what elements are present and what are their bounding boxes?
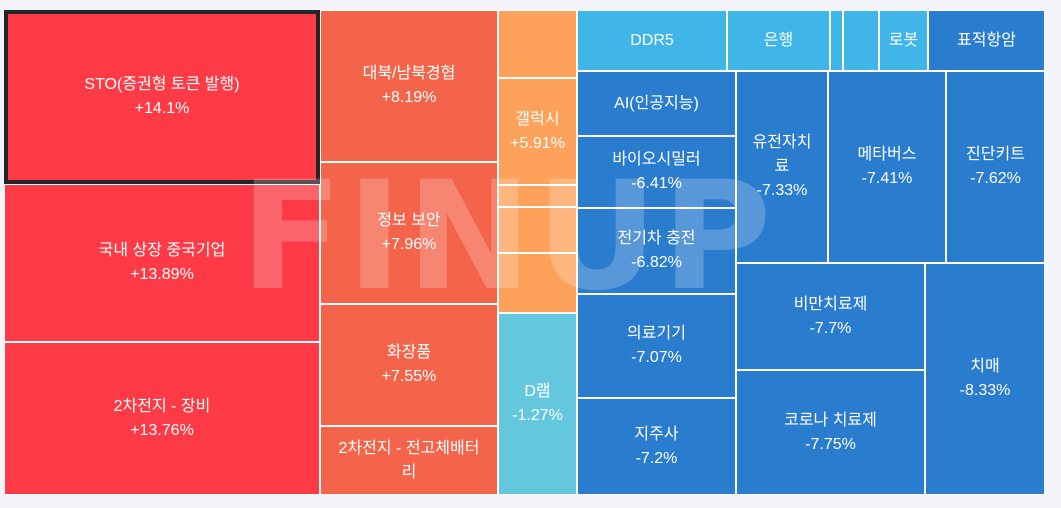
treemap-tile[interactable]: 치매 -8.33% (925, 263, 1045, 495)
tile-change: +5.91% (510, 134, 565, 152)
tile-change: -7.7% (809, 319, 852, 337)
tile-change: -7.75% (805, 435, 856, 453)
treemap-tile[interactable]: 로봇 (879, 10, 928, 71)
treemap-tile[interactable]: 전기차 충전 -6.82% (577, 208, 736, 294)
tile-name: 진단키트 (966, 146, 1025, 163)
tile-name: 갤럭시 (515, 110, 560, 128)
treemap-tile[interactable]: 2차전지 - 장비 +13.76% (4, 342, 320, 495)
tile-change: -6.82% (631, 254, 682, 271)
tile-name: 화장품 (386, 344, 432, 361)
tile-name: 은행 (763, 31, 794, 49)
tile-name: 전기차 충전 (617, 230, 696, 247)
treemap-tile[interactable]: 표적항암 (928, 10, 1045, 71)
tile-change: -7.07% (631, 349, 682, 366)
treemap-tile[interactable]: 메타버스 -7.41% (828, 71, 946, 263)
treemap-tile[interactable]: DDR5 (577, 10, 727, 71)
tile-change: +7.96% (381, 236, 437, 253)
tile-name: 의료기기 (627, 325, 686, 342)
tile-change: -7.62% (970, 170, 1021, 187)
tile-change: -7.33% (756, 182, 808, 199)
tile-change: -8.33% (959, 382, 1011, 399)
tile-name: 로봇 (888, 31, 919, 49)
tile-change: +7.55% (381, 368, 437, 385)
tile-change: -6.41% (631, 175, 682, 192)
tile-name: DDR5 (630, 31, 674, 49)
treemap-tile[interactable]: 비만치료제 -7.7% (736, 263, 925, 370)
tile-name: 2차전지 - 장비 (113, 397, 211, 415)
treemap-tile[interactable]: 정보 보안 +7.96% (320, 162, 498, 304)
treemap-tile[interactable] (498, 253, 577, 313)
tile-name: 정보 보안 (377, 212, 441, 229)
tile-name: 유전자치료 (752, 134, 812, 175)
treemap-tile[interactable]: 코로나 치료제 -7.75% (736, 370, 925, 495)
treemap-tile[interactable] (830, 10, 843, 71)
tile-change: +14.1% (134, 100, 190, 117)
treemap-tile[interactable]: 유전자치료 -7.33% (736, 71, 828, 263)
treemap-tile[interactable]: 의료기기 -7.07% (577, 294, 736, 398)
treemap-tile[interactable]: 화장품 +7.55% (320, 304, 498, 426)
tile-change: +13.76% (130, 421, 194, 439)
tile-change: +13.89% (130, 266, 194, 283)
tile-name: 비만치료제 (793, 295, 868, 313)
tile-name: 코로나 치료제 (784, 411, 877, 429)
tile-name: 치매 (970, 358, 1000, 375)
tile-name: 국내 상장 중국기업 (98, 242, 226, 259)
treemap-tile[interactable] (498, 185, 577, 207)
treemap-tile[interactable]: 은행 (727, 10, 830, 71)
treemap-tile[interactable]: 2차전지 - 전고체배터리 (320, 426, 498, 495)
tile-name: 대북/남북경협 (362, 65, 456, 82)
treemap-tile[interactable] (843, 10, 879, 71)
tile-name: STO(증권형 토큰 발행) (84, 76, 240, 93)
treemap-tile[interactable]: 갤럭시 +5.91% (498, 78, 577, 185)
tile-name: 메타버스 (857, 146, 917, 163)
tile-name: 지주사 (634, 425, 679, 443)
treemap-tile[interactable]: 지주사 -7.2% (577, 398, 736, 495)
tile-name: 2차전지 - 전고체배터리 (338, 439, 480, 481)
tile-name: D램 (524, 383, 551, 400)
treemap-tile[interactable]: D램 -1.27% (498, 313, 577, 495)
treemap-tile[interactable]: 진단키트 -7.62% (946, 71, 1045, 263)
tile-change: -7.2% (635, 449, 678, 467)
treemap-tile[interactable]: 국내 상장 중국기업 +13.89% (4, 184, 320, 342)
treemap-tile[interactable]: 바이오시밀러 -6.41% (577, 136, 736, 208)
tile-name: 바이오시밀러 (612, 151, 701, 168)
tile-change: +8.19% (381, 89, 437, 106)
tile-name: 표적항암 (957, 31, 1016, 49)
treemap-tile[interactable] (498, 207, 577, 253)
tile-change: -7.41% (861, 170, 913, 187)
treemap-tile[interactable]: STO(증권형 토큰 발행) +14.1% (4, 10, 320, 184)
treemap-tile[interactable]: 대북/남북경협 +8.19% (320, 10, 498, 162)
tile-name: AI(인공지능) (614, 94, 699, 112)
tile-change: -1.27% (512, 407, 563, 424)
treemap-tile[interactable] (498, 10, 577, 78)
treemap-tile[interactable]: AI(인공지능) (577, 71, 736, 136)
